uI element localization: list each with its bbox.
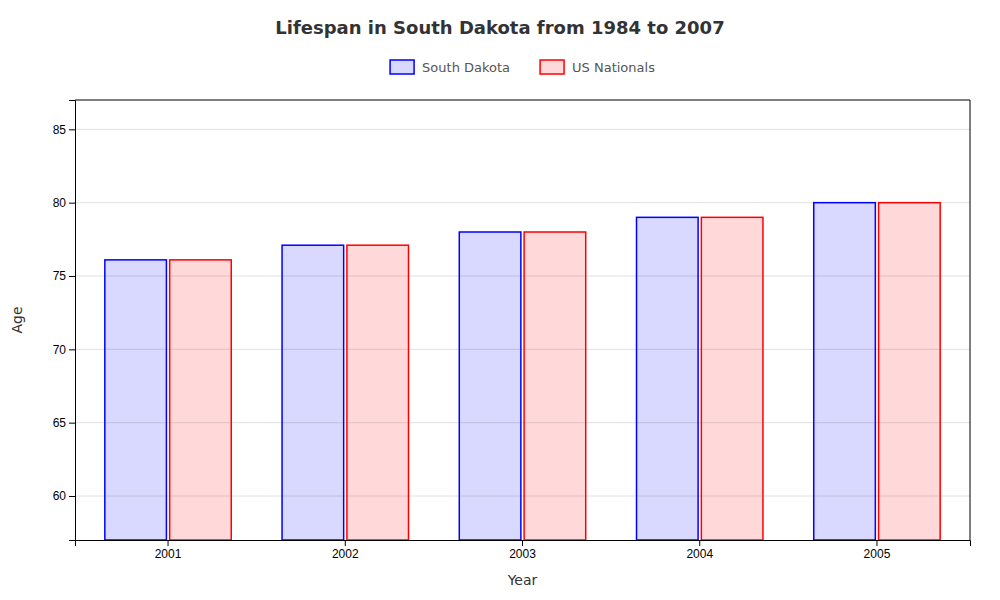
legend-swatch [540, 60, 564, 74]
tick: 60 [53, 489, 75, 503]
bar [105, 260, 167, 540]
legend: South Dakota US Nationals [390, 60, 655, 75]
tick-mark [69, 276, 75, 277]
tick-label: 80 [53, 196, 67, 210]
tick-label: 2002 [332, 547, 359, 561]
bar [524, 232, 586, 540]
tick-label: 70 [53, 343, 67, 357]
tick-mark [69, 423, 75, 424]
bar [170, 260, 232, 540]
tick: 85 [53, 123, 75, 137]
tick-mark [69, 349, 75, 350]
tick: 70 [53, 343, 75, 357]
tick-label: 2005 [864, 547, 891, 561]
tick: 80 [53, 196, 75, 210]
bar [814, 203, 876, 540]
bar [282, 245, 344, 540]
tick-label: 85 [53, 123, 67, 137]
bars [105, 203, 940, 540]
bar-series [170, 203, 941, 540]
legend-swatch [390, 60, 414, 74]
bar [701, 217, 763, 540]
tick: 2005 [864, 540, 891, 561]
tick-mark [345, 540, 346, 546]
legend-item: South Dakota [390, 60, 510, 75]
chart: 60 65 70 75 80 85 2001 2002 2003 2004 2005 Year Age L… [0, 0, 1000, 600]
bar [637, 217, 699, 540]
frame-line [75, 100, 970, 101]
tick: 2001 [155, 540, 182, 561]
legend-label: US Nationals [572, 60, 655, 75]
tick-label: 75 [53, 269, 67, 283]
y-axis-title: Age [9, 306, 25, 333]
tick: 2004 [686, 540, 713, 561]
y-axis: 60 65 70 75 80 85 [53, 101, 76, 541]
tick-mark [69, 496, 75, 497]
tick-label: 65 [53, 416, 67, 430]
tick-mark [168, 540, 169, 546]
frame-line [970, 100, 971, 540]
tick: 2002 [332, 540, 359, 561]
title: Lifespan in South Dakota from 1984 to 20… [275, 17, 724, 38]
tick: 65 [53, 416, 75, 430]
tick-label: 2004 [686, 547, 713, 561]
x-axis: 2001 2002 2003 2004 2005 [76, 540, 971, 561]
tick: 75 [53, 269, 75, 283]
tick-label: 2001 [155, 547, 182, 561]
axis-line [69, 101, 76, 541]
tick-mark [69, 129, 75, 130]
tick-mark [876, 540, 877, 546]
bar [879, 203, 941, 540]
tick-mark [522, 540, 523, 546]
tick-mark [69, 203, 75, 204]
x-axis-title: Year [507, 572, 538, 588]
axis-line [76, 541, 971, 547]
tick-mark [699, 540, 700, 546]
legend-item: US Nationals [540, 60, 655, 75]
grid-line [75, 129, 970, 130]
bar [347, 245, 409, 540]
tick-label: 2003 [509, 547, 536, 561]
bar [459, 232, 521, 540]
plot-area: 60 65 70 75 80 85 2001 2002 2003 2004 2005 [53, 100, 971, 561]
legend-label: South Dakota [422, 60, 510, 75]
tick-label: 60 [53, 489, 67, 503]
tick: 2003 [509, 540, 536, 561]
bar-series [105, 203, 876, 540]
